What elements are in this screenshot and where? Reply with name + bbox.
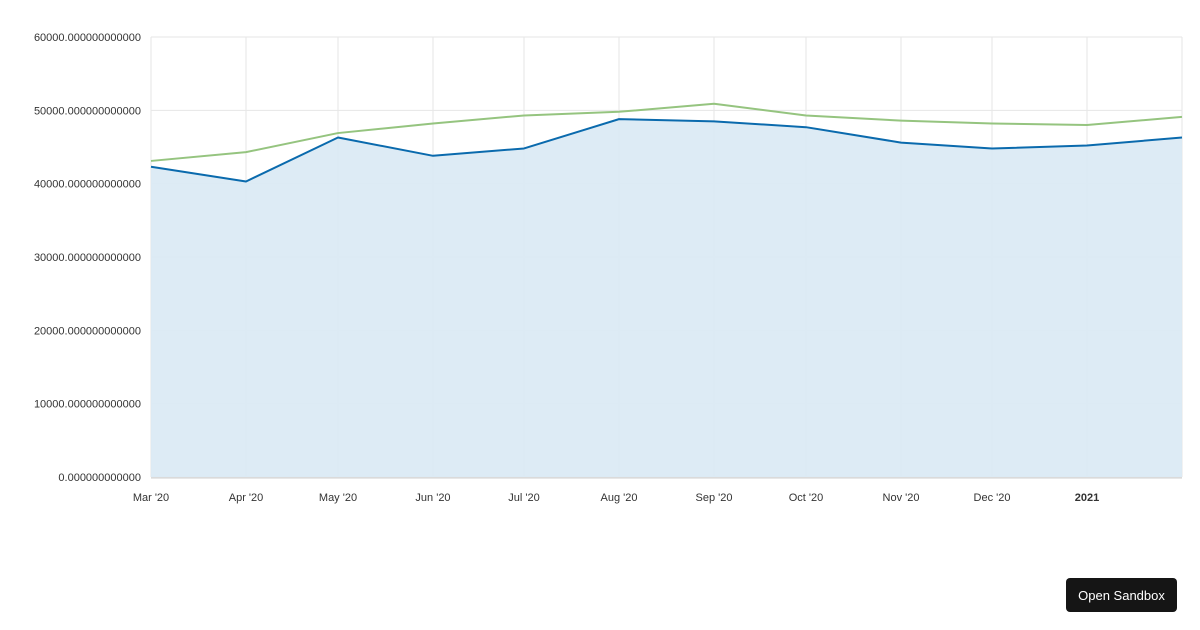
x-tick-label: Jun '20	[415, 492, 450, 504]
y-tick-label: 10000.000000000000	[34, 399, 141, 411]
series-layer	[150, 102, 1183, 477]
x-tick-label: May '20	[319, 492, 357, 504]
x-tick-label: Oct '20	[789, 492, 824, 504]
x-tick-label: Sep '20	[696, 492, 733, 504]
x-tick-label: Aug '20	[601, 492, 638, 504]
x-tick-label: 2021	[1075, 492, 1099, 504]
x-tick-label: Jul '20	[508, 492, 539, 504]
y-tick-label: 40000.000000000000	[34, 179, 141, 191]
x-tick-label: Mar '20	[133, 492, 169, 504]
y-tick-label: 30000.000000000000	[34, 252, 141, 264]
series-line-2	[150, 102, 1183, 162]
series-area-fill	[151, 119, 1182, 477]
open-sandbox-button[interactable]: Open Sandbox	[1066, 578, 1177, 612]
y-axis-ticks: 0.000000000000 10000.000000000000 20000.00…	[34, 32, 141, 484]
series-line-1	[150, 118, 1183, 183]
y-tick-label: 50000.000000000000	[34, 105, 141, 117]
x-axis-ticks: Mar '20 Apr '20 May '20 Jun '20 Jul '20 Aug '…	[133, 492, 1099, 504]
x-tick-label: Dec '20	[974, 492, 1011, 504]
y-tick-label: 60000.000000000000	[34, 32, 141, 44]
y-tick-label: 20000.000000000000	[34, 325, 141, 337]
y-tick-label: 0.000000000000	[58, 472, 141, 484]
x-tick-label: Nov '20	[883, 492, 920, 504]
x-tick-label: Apr '20	[229, 492, 264, 504]
